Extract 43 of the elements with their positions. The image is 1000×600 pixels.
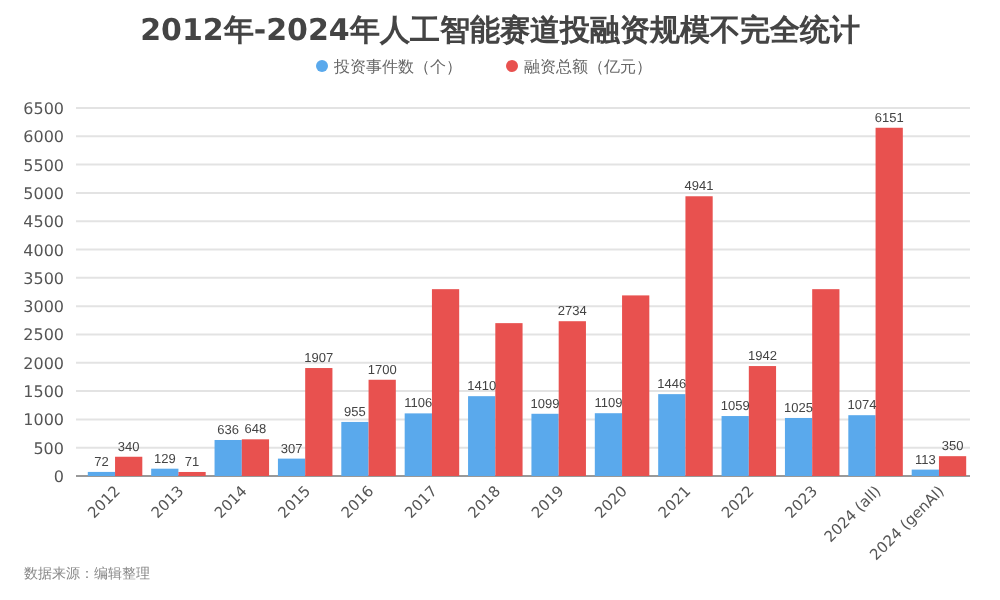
legend-label: 投资事件数（个） <box>332 58 462 76</box>
bar <box>938 456 967 476</box>
bar <box>875 127 903 476</box>
bar <box>277 458 306 476</box>
bar <box>214 439 242 476</box>
bar <box>812 289 840 476</box>
bar <box>848 415 876 476</box>
y-tick-label: 1000 <box>23 411 64 430</box>
y-tick-label: 6500 <box>23 100 64 118</box>
y-tick-label: 4000 <box>23 241 64 260</box>
y-tick-label: 1500 <box>23 383 64 402</box>
legend-label: 融资总额（亿元） <box>524 58 652 76</box>
bar <box>368 379 396 476</box>
bar <box>748 366 777 476</box>
bar <box>622 295 650 476</box>
y-tick-label: 2500 <box>23 326 64 345</box>
bar <box>721 416 749 476</box>
bar <box>341 421 369 476</box>
bar <box>115 456 143 476</box>
y-tick-label: 4500 <box>23 213 64 232</box>
bar <box>594 413 623 476</box>
bar <box>911 469 939 476</box>
bar <box>151 468 179 476</box>
chart-title: 2012年-2024年人工智能赛道投融资规模不完全统计 <box>140 12 860 48</box>
bar <box>468 396 496 476</box>
bar <box>241 439 270 476</box>
bar <box>305 368 333 476</box>
y-tick-label: 500 <box>33 439 64 458</box>
bar <box>495 323 523 476</box>
y-tick-label: 3000 <box>23 298 64 317</box>
y-tick-label: 5500 <box>23 156 64 175</box>
bar <box>404 413 432 476</box>
bar <box>558 321 586 476</box>
bar <box>658 394 686 476</box>
bar <box>784 417 813 476</box>
y-tick-label: 3500 <box>23 269 64 288</box>
y-tick-label: 0 <box>53 468 64 486</box>
bar <box>431 289 460 476</box>
y-tick-label: 6000 <box>23 128 64 147</box>
y-tick-label: 5000 <box>23 184 64 203</box>
bar <box>531 413 559 476</box>
bar <box>685 196 713 476</box>
y-tick-label: 2000 <box>23 354 64 373</box>
